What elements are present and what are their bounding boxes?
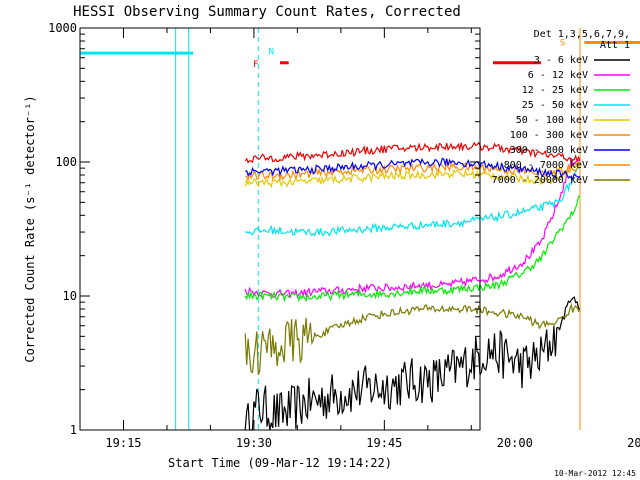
flag-label: F: [253, 60, 258, 70]
flag-labels: F N S: [253, 39, 565, 70]
series-line: [244, 302, 581, 375]
series-line: [245, 166, 581, 237]
x-tick-label: 19:15: [105, 436, 141, 450]
series-layer: [244, 141, 581, 431]
legend-label: 12 - 25 keV: [522, 85, 588, 96]
flag-label: N: [269, 47, 274, 57]
x-tick-label: 19:30: [236, 436, 272, 450]
instrument-state-markers: [80, 28, 640, 430]
generation-timestamp: 10-Mar-2012 12:45: [554, 469, 636, 478]
series-line: [245, 161, 580, 182]
series-line: [244, 141, 581, 164]
x-tick-label: 20:15: [627, 436, 640, 450]
legend-label: 25 - 50 keV: [522, 100, 588, 111]
x-tick-label: 20:00: [497, 436, 533, 450]
flag-label: S: [560, 39, 565, 49]
y-tick-label: 1: [70, 423, 77, 437]
series-line: [244, 158, 581, 299]
y-axis-label: Corrected Count Rate (s⁻¹ detector⁻¹): [23, 95, 37, 362]
y-tick-label: 10: [63, 289, 77, 303]
series-line: [245, 157, 581, 180]
y-tick-label: 1000: [48, 21, 77, 35]
legend-header: Att 1: [600, 40, 630, 51]
legend-label: 6 - 12 keV: [528, 70, 588, 81]
series-line: [244, 195, 581, 303]
series-line: [244, 159, 581, 189]
x-tick-label: 19:45: [366, 436, 402, 450]
y-tick-label: 100: [55, 155, 77, 169]
legend: Det 1,3,5,6,7,9,Att 1 3 - 6 keV 6 - 12 keV…: [492, 29, 630, 186]
x-axis-label: Start Time (09-Mar-12 19:14:22): [168, 456, 392, 470]
legend-label: 300 - 800 keV: [510, 145, 588, 156]
series-line: [244, 296, 581, 431]
legend-label: 3 - 6 keV: [534, 55, 588, 66]
chart-title: HESSI Observing Summary Count Rates, Cor…: [73, 4, 461, 20]
legend-label: 7000 - 20000 keV: [492, 175, 588, 186]
legend-label: 50 - 100 keV: [516, 115, 588, 126]
y-axis: 1 10 100 1000: [48, 21, 480, 437]
legend-label: 100 - 300 keV: [510, 130, 588, 141]
legend-label: 800 - 7000 keV: [504, 160, 588, 171]
legend-header: Det 1,3,5,6,7,9,: [534, 29, 630, 40]
plot-frame: [79, 27, 481, 431]
